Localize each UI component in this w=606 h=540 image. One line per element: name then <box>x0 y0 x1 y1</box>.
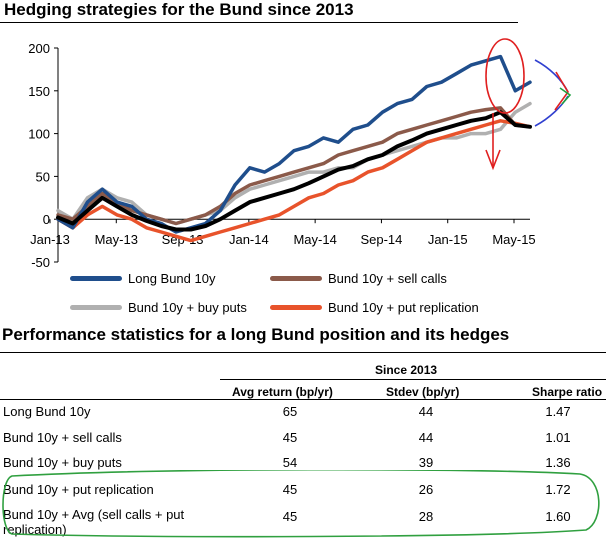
annotation-chevron-green <box>559 87 572 105</box>
header-rule <box>0 399 606 400</box>
row-stdev: 26 <box>418 482 434 497</box>
row-label: Bund 10y + sell calls <box>3 430 122 445</box>
legend-swatch <box>70 305 122 310</box>
y-tick-label: 200 <box>28 41 50 56</box>
x-tick-label: May-13 <box>95 232 138 247</box>
row-label-continued: replication) <box>3 522 67 537</box>
page-title: Hedging strategies for the Bund since 20… <box>4 0 354 19</box>
row-avg: 54 <box>282 455 298 470</box>
legend-swatch <box>270 276 322 281</box>
legend-label: Bund 10y + buy puts <box>128 300 247 315</box>
row-sharpe: 1.36 <box>545 455 571 470</box>
row-label: Bund 10y + buy puts <box>3 455 122 470</box>
annotation-circle <box>485 38 525 114</box>
col-sharpe: Sharpe ratio <box>532 385 603 399</box>
row-avg: 45 <box>282 482 298 497</box>
row-stdev: 39 <box>418 455 434 470</box>
x-tick-label: Jan-15 <box>428 232 468 247</box>
y-tick-label: -50 <box>31 255 50 270</box>
x-tick-label: Jan-14 <box>229 232 269 247</box>
annotation-chevron-red <box>554 71 569 111</box>
row-sharpe: 1.47 <box>545 404 571 419</box>
series-line-bund-10y-buy-puts <box>56 101 532 226</box>
col-stdev: Stdev (bp/yr) <box>386 385 460 399</box>
y-tick-label: 100 <box>28 127 50 142</box>
row-stdev: 28 <box>418 509 434 524</box>
highlight-box <box>2 470 600 538</box>
x-tick-label: May-14 <box>293 232 336 247</box>
legend-item-sell-calls: Bund 10y + sell calls <box>270 271 447 286</box>
series-line-long-bund-10y <box>56 54 532 234</box>
legend-label: Bund 10y + sell calls <box>328 271 447 286</box>
x-tick-label: May-15 <box>492 232 535 247</box>
row-avg: 45 <box>282 509 298 524</box>
legend-item-put-replication: Bund 10y + put replication <box>270 300 479 315</box>
group-rule <box>220 379 606 380</box>
legend-swatch <box>70 276 122 281</box>
col-avg-return: Avg return (bp/yr) <box>232 385 333 399</box>
row-avg: 65 <box>282 404 298 419</box>
row-label: Bund 10y + Avg (sell calls + put <box>3 507 185 522</box>
legend-item-long-bund: Long Bund 10y <box>70 271 215 286</box>
row-label: Bund 10y + put replication <box>3 482 154 497</box>
annotation-chevron-blue-lower <box>534 95 569 127</box>
row-stdev: 44 <box>418 404 434 419</box>
series-line-bund-10y-avg-sell-calls-put-replication <box>56 110 532 232</box>
performance-table: Since 2013 Avg return (bp/yr) Stdev (bp/… <box>0 352 606 540</box>
row-sharpe: 1.60 <box>545 509 571 524</box>
legend-swatch <box>270 305 322 310</box>
y-tick-label: 150 <box>28 84 50 99</box>
y-tick-label: 50 <box>36 169 50 184</box>
row-sharpe: 1.01 <box>545 430 571 445</box>
legend-item-buy-puts: Bund 10y + buy puts <box>70 300 247 315</box>
annotation-arrow-head <box>485 149 501 171</box>
legend-label: Long Bund 10y <box>128 271 216 286</box>
row-stdev: 44 <box>418 430 434 445</box>
row-sharpe: 1.72 <box>545 482 571 497</box>
row-label: Long Bund 10y <box>3 404 91 419</box>
series-line-bund-10y-put-replication <box>56 119 532 243</box>
y-tick-label: 0 <box>43 212 50 227</box>
title-rule <box>0 22 518 23</box>
legend-label: Bund 10y + put replication <box>328 300 479 315</box>
table-title: Performance statistics for a long Bund p… <box>2 325 510 344</box>
x-tick-label: Sep-14 <box>360 232 402 247</box>
row-avg: 45 <box>282 430 298 445</box>
annotation-chevron-blue-upper <box>534 59 569 93</box>
group-header: Since 2013 <box>375 363 438 377</box>
x-tick-label: Jan-13 <box>30 232 70 247</box>
